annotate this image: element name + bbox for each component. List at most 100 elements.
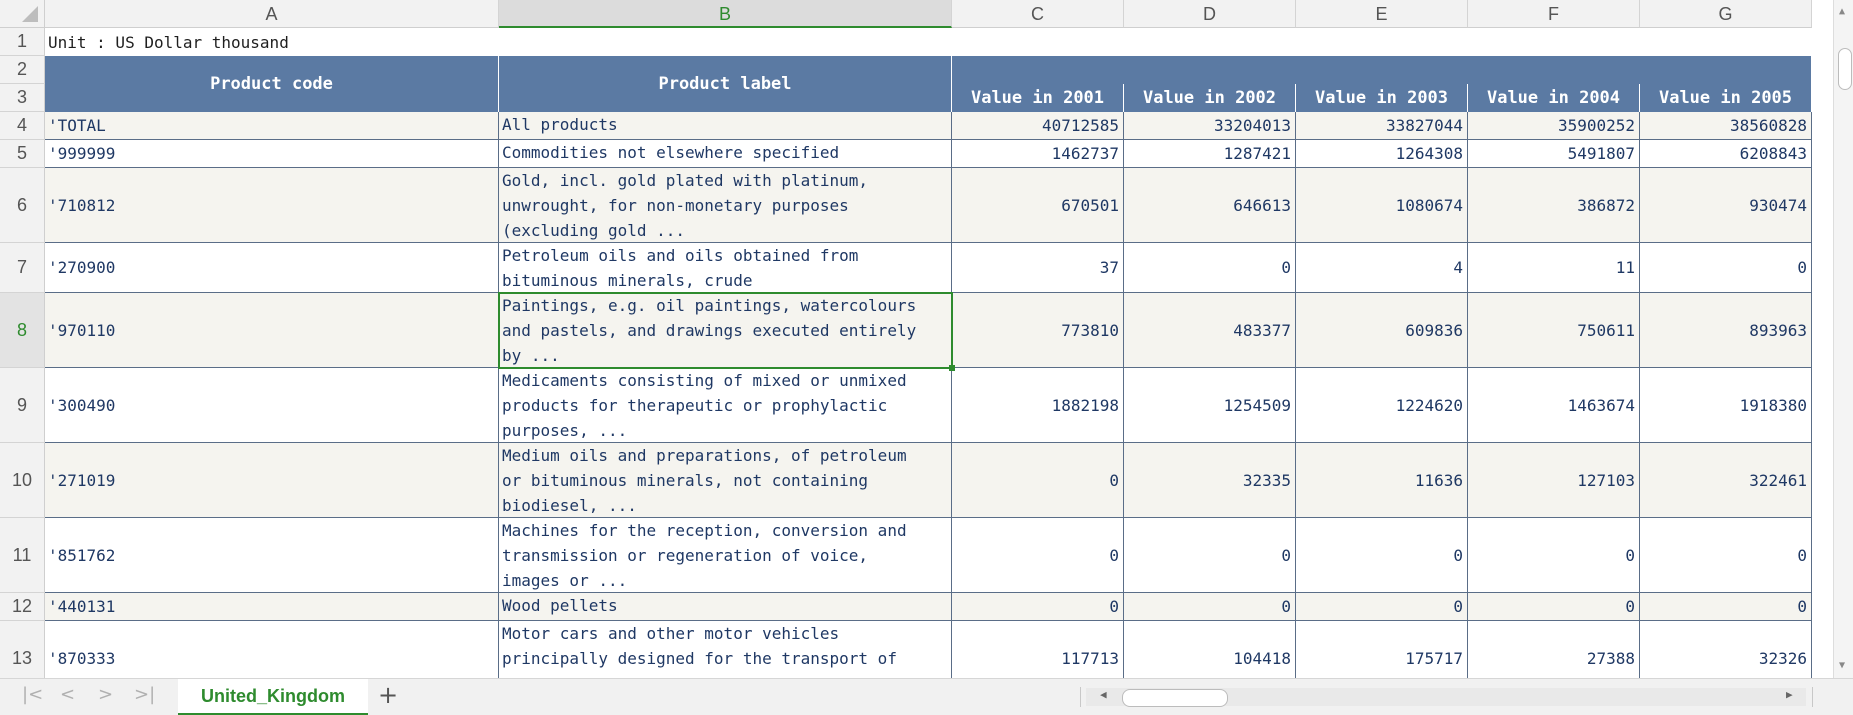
column-header-f[interactable]: F [1468, 0, 1640, 28]
row-header-2[interactable]: 2 [0, 56, 45, 84]
scroll-right-arrow-icon[interactable]: ▶ [1786, 688, 1793, 701]
value-cell-2004[interactable]: 5491807 [1468, 140, 1640, 168]
value-cell-2002[interactable]: 646613 [1124, 168, 1296, 243]
product-code-cell[interactable]: '851762 [45, 518, 499, 593]
value-cell-2005[interactable]: 322461 [1640, 443, 1812, 518]
sheet-tab-united-kingdom[interactable]: United_Kingdom [178, 679, 368, 715]
row-header-4[interactable]: 4 [0, 112, 45, 140]
previous-sheet-icon[interactable]: < [60, 684, 76, 705]
row-header-11[interactable]: 11 [0, 518, 45, 593]
product-label-cell[interactable]: Petroleum oils and oils obtained from bi… [499, 243, 952, 293]
value-cell-2005[interactable]: 930474 [1640, 168, 1812, 243]
value-cell-2004[interactable]: 0 [1468, 593, 1640, 621]
header-year-2[interactable]: Value in 2002 [1124, 84, 1296, 112]
product-label-cell[interactable]: Commodities not elsewhere specified [499, 140, 952, 168]
horizontal-scrollbar[interactable] [1086, 688, 1806, 707]
value-cell-2004[interactable]: 127103 [1468, 443, 1640, 518]
column-header-e[interactable]: E [1296, 0, 1468, 28]
row-header-8[interactable]: 8 [0, 293, 45, 368]
value-cell-2004[interactable]: 386872 [1468, 168, 1640, 243]
product-label-cell[interactable]: Machines for the reception, conversion a… [499, 518, 952, 593]
value-cell-2005[interactable]: 0 [1640, 518, 1812, 593]
value-cell-2003[interactable]: 0 [1296, 518, 1468, 593]
value-cell-2004[interactable]: 35900252 [1468, 112, 1640, 140]
value-cell-2005[interactable]: 0 [1640, 243, 1812, 293]
first-sheet-icon[interactable]: |< [22, 684, 44, 705]
value-cell-2001[interactable]: 773810 [952, 293, 1124, 368]
value-cell-2003[interactable]: 33827044 [1296, 112, 1468, 140]
column-header-c[interactable]: C [952, 0, 1124, 28]
vertical-scroll-thumb[interactable] [1838, 48, 1852, 90]
value-cell-2001[interactable]: 0 [952, 443, 1124, 518]
product-code-cell[interactable]: '999999 [45, 140, 499, 168]
value-cell-2003[interactable]: 11636 [1296, 443, 1468, 518]
value-cell-2003[interactable]: 1224620 [1296, 368, 1468, 443]
product-code-cell[interactable]: '270900 [45, 243, 499, 293]
value-cell-2001[interactable]: 1462737 [952, 140, 1124, 168]
value-cell-2005[interactable]: 0 [1640, 593, 1812, 621]
column-header-d[interactable]: D [1124, 0, 1296, 28]
header-year-1[interactable]: Value in 2001 [952, 84, 1124, 112]
value-cell-2005[interactable]: 1918380 [1640, 368, 1812, 443]
header-product-code[interactable]: Product code [45, 56, 499, 112]
vertical-scrollbar[interactable]: ▲ ▼ [1833, 0, 1853, 678]
column-header-a[interactable]: A [45, 0, 499, 28]
product-label-cell[interactable]: Medium oils and preparations, of petrole… [499, 443, 952, 518]
value-cell-2005[interactable]: 893963 [1640, 293, 1812, 368]
value-cell-2001[interactable]: 1882198 [952, 368, 1124, 443]
value-cell-2004[interactable]: 1463674 [1468, 368, 1640, 443]
product-code-cell[interactable]: 'TOTAL [45, 112, 499, 140]
value-cell-2001[interactable]: 40712585 [952, 112, 1124, 140]
header-year-3[interactable]: Value in 2003 [1296, 84, 1468, 112]
header-year-5[interactable]: Value in 2005 [1640, 84, 1812, 112]
horizontal-scroll-thumb[interactable] [1122, 689, 1228, 707]
row-header-9[interactable]: 9 [0, 368, 45, 443]
value-cell-2003[interactable]: 1080674 [1296, 168, 1468, 243]
value-cell-2001[interactable]: 0 [952, 593, 1124, 621]
product-label-cell[interactable]: Paintings, e.g. oil paintings, watercolo… [499, 293, 952, 368]
product-label-cell[interactable]: All products [499, 112, 952, 140]
product-label-cell[interactable]: Gold, incl. gold plated with platinum, u… [499, 168, 952, 243]
value-cell-2004[interactable]: 750611 [1468, 293, 1640, 368]
value-cell-2002[interactable]: 483377 [1124, 293, 1296, 368]
row-header-5[interactable]: 5 [0, 140, 45, 168]
row-header-3[interactable]: 3 [0, 84, 45, 112]
row-header-6[interactable]: 6 [0, 168, 45, 243]
value-cell-2003[interactable]: 0 [1296, 593, 1468, 621]
last-sheet-icon[interactable]: >| [134, 684, 156, 705]
header-product-label[interactable]: Product label [499, 56, 952, 112]
scroll-left-arrow-icon[interactable]: ◀ [1100, 688, 1107, 701]
next-sheet-icon[interactable]: > [98, 684, 114, 705]
row-header-10[interactable]: 10 [0, 443, 45, 518]
value-cell-2005[interactable]: 6208843 [1640, 140, 1812, 168]
add-sheet-icon[interactable]: + [378, 681, 399, 709]
column-header-b[interactable]: B [499, 0, 952, 28]
row-header-12[interactable]: 12 [0, 593, 45, 621]
select-all-corner[interactable] [0, 0, 45, 28]
product-code-cell[interactable]: '970110 [45, 293, 499, 368]
header-year-4[interactable]: Value in 2004 [1468, 84, 1640, 112]
scroll-up-arrow-icon[interactable]: ▲ [1839, 6, 1846, 17]
row-header-1[interactable]: 1 [0, 28, 45, 56]
scroll-down-arrow-icon[interactable]: ▼ [1839, 660, 1846, 671]
value-cell-2002[interactable]: 0 [1124, 518, 1296, 593]
value-cell-2001[interactable]: 670501 [952, 168, 1124, 243]
row-header-7[interactable]: 7 [0, 243, 45, 293]
value-cell-2001[interactable]: 0 [952, 518, 1124, 593]
column-header-g[interactable]: G [1640, 0, 1812, 28]
product-label-cell[interactable]: Wood pellets [499, 593, 952, 621]
value-cell-2001[interactable]: 37 [952, 243, 1124, 293]
value-cell-2005[interactable]: 38560828 [1640, 112, 1812, 140]
value-cell-2004[interactable]: 0 [1468, 518, 1640, 593]
value-cell-2002[interactable]: 1254509 [1124, 368, 1296, 443]
value-cell-2002[interactable]: 32335 [1124, 443, 1296, 518]
value-cell-2003[interactable]: 4 [1296, 243, 1468, 293]
value-cell-2002[interactable]: 33204013 [1124, 112, 1296, 140]
value-cell-2002[interactable]: 1287421 [1124, 140, 1296, 168]
unit-note[interactable]: Unit : US Dollar thousand [48, 32, 289, 52]
value-cell-2002[interactable]: 0 [1124, 243, 1296, 293]
value-cell-2003[interactable]: 1264308 [1296, 140, 1468, 168]
product-code-cell[interactable]: '271019 [45, 443, 499, 518]
value-cell-2002[interactable]: 0 [1124, 593, 1296, 621]
